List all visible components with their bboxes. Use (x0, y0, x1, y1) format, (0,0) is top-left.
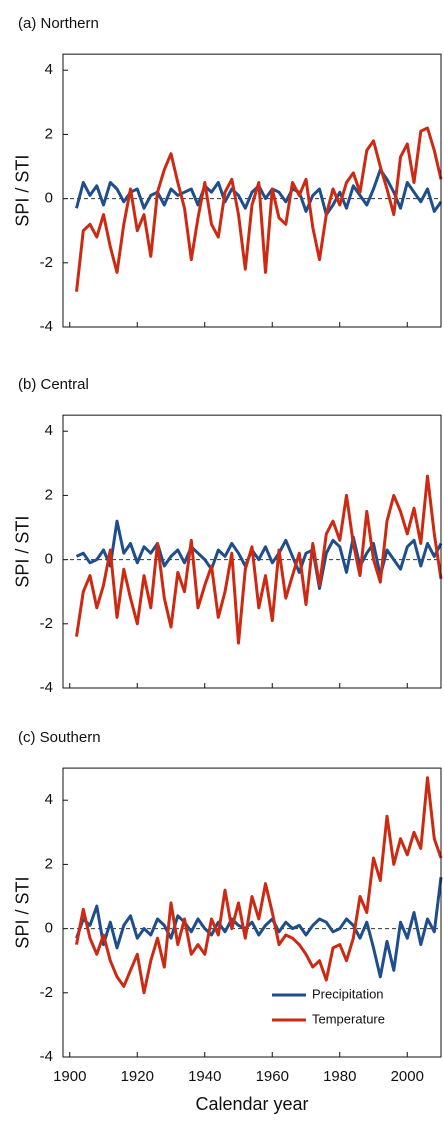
x-tick-label: 1940 (188, 1068, 221, 1085)
x-tick-label: 1900 (53, 1068, 86, 1085)
data-line (75, 776, 443, 995)
y-tick-label: 0 (45, 190, 53, 207)
data-line (75, 474, 443, 645)
y-tick-label: -2 (40, 254, 53, 271)
y-tick-label: -2 (40, 984, 53, 1001)
y-tick-label: 0 (45, 551, 53, 568)
y-tick-label: 0 (45, 920, 53, 937)
data-line (75, 126, 443, 292)
panel-title: (b) Central (18, 376, 89, 393)
legend-label: Precipitation (312, 986, 384, 1001)
y-tick-label: 4 (45, 61, 53, 78)
plot-frame (62, 767, 442, 1058)
y-tick-label: 2 (45, 486, 53, 503)
x-tick-label: 1920 (121, 1068, 154, 1085)
plot-frame (62, 53, 442, 328)
legend-label: Temperature (312, 1011, 385, 1026)
y-axis-label: SPI / STI (13, 155, 33, 227)
y-tick-label: -4 (40, 1048, 53, 1065)
plot-frame (62, 414, 442, 689)
y-axis-label: SPI / STI (13, 877, 33, 949)
x-tick-label: 1960 (256, 1068, 289, 1085)
y-tick-label: 2 (45, 855, 53, 872)
y-tick-label: -2 (40, 615, 53, 632)
y-tick-label: -4 (40, 679, 53, 696)
x-tick-label: 2000 (391, 1068, 424, 1085)
y-tick-label: 2 (45, 125, 53, 142)
y-axis-label: SPI / STI (13, 516, 33, 588)
panel-title: (a) Northern (18, 15, 99, 32)
data-line (75, 877, 443, 979)
y-tick-label: 4 (45, 422, 53, 439)
x-axis-label: Calendar year (195, 1094, 308, 1114)
x-tick-label: 1980 (323, 1068, 356, 1085)
y-tick-label: 4 (45, 791, 53, 808)
panel-title: (c) Southern (18, 729, 101, 746)
y-tick-label: -4 (40, 318, 53, 335)
